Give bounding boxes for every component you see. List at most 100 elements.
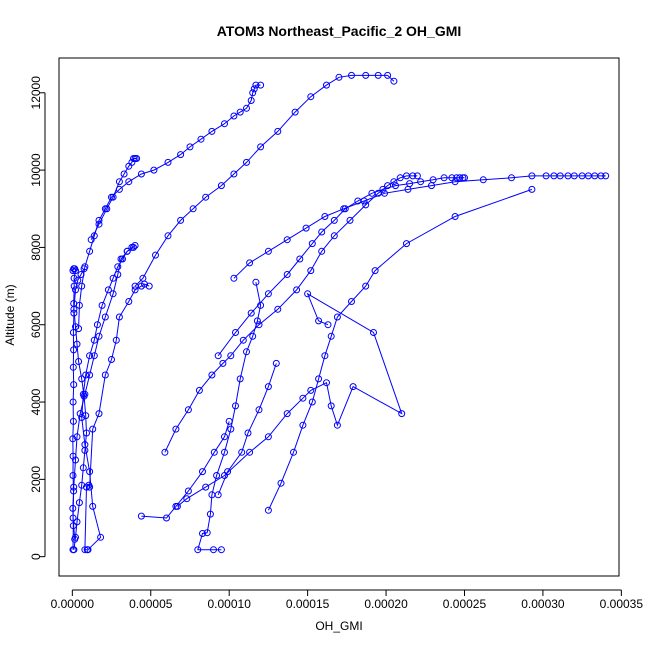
data-point: [333, 313, 341, 321]
series-7: [194, 278, 265, 554]
data-point: [264, 247, 272, 255]
data-point: [70, 483, 78, 491]
data-point: [131, 282, 139, 290]
data-point: [304, 290, 312, 298]
data-point: [272, 359, 280, 367]
data-point: [243, 348, 250, 356]
data-point: [392, 182, 399, 190]
data-point: [253, 317, 261, 325]
data-point: [244, 429, 252, 437]
data-point: [115, 185, 123, 193]
data-point: [125, 298, 133, 305]
data-point: [95, 332, 103, 340]
data-point: [264, 506, 272, 514]
data-point: [327, 332, 335, 340]
data-point: [257, 81, 265, 89]
data-point: [360, 197, 368, 205]
chart-title: ATOM3 Northeast_Pacific_2 OH_GMI: [217, 23, 462, 39]
data-point: [86, 483, 94, 491]
series-5: [81, 280, 153, 554]
data-point: [208, 371, 216, 379]
data-point: [72, 286, 79, 294]
data-point: [164, 232, 172, 240]
data-point: [197, 135, 205, 143]
data-point: [236, 375, 244, 383]
data-point: [299, 394, 307, 402]
data-point: [108, 193, 115, 201]
data-point: [456, 174, 464, 182]
data-point: [264, 433, 272, 441]
data-point: [131, 242, 139, 249]
data-point: [90, 232, 98, 240]
data-point: [250, 85, 258, 93]
data-point: [78, 481, 86, 489]
data-point: [451, 178, 459, 186]
data-point: [173, 502, 181, 510]
data-point: [114, 271, 122, 278]
data-point: [508, 174, 515, 182]
data-point: [264, 290, 272, 298]
y-tick-label: 4000: [29, 388, 43, 415]
data-point: [125, 178, 133, 186]
series-14: [230, 172, 610, 282]
data-point: [101, 313, 109, 321]
data-point: [238, 448, 246, 456]
x-axis-label: OH_GMI: [315, 619, 362, 633]
data-point: [227, 352, 235, 360]
data-point: [315, 375, 323, 383]
data-point: [210, 448, 218, 456]
data-point: [98, 301, 106, 309]
data-point: [246, 259, 254, 267]
data-point: [243, 158, 250, 166]
data-point: [86, 352, 94, 360]
data-point: [81, 390, 89, 398]
data-point: [217, 182, 225, 190]
data-point: [257, 143, 265, 151]
data-point: [213, 472, 221, 479]
data-point: [318, 247, 326, 255]
data-point: [333, 421, 341, 429]
data-point: [308, 398, 316, 406]
data-point: [73, 518, 81, 526]
data-point: [78, 375, 86, 383]
data-point: [246, 448, 254, 456]
data-point: [189, 205, 197, 213]
data-point: [283, 236, 291, 244]
data-point: [184, 487, 192, 495]
data-point: [255, 406, 263, 414]
data-point: [199, 530, 206, 537]
y-tick-label: 0: [29, 553, 43, 560]
data-point: [104, 286, 112, 294]
data-point: [370, 329, 377, 336]
data-point: [348, 71, 355, 79]
data-point: [236, 108, 244, 116]
data-point: [318, 228, 326, 236]
x-axis: 0.00000 0.00005 0.00010 0.00015 0.00020 0.000…: [51, 589, 643, 611]
data-point: [277, 479, 285, 487]
data-point: [78, 282, 86, 290]
data-point: [75, 358, 83, 365]
data-point: [112, 336, 120, 344]
series-11: [131, 71, 398, 290]
series-4: [69, 242, 139, 543]
plot-frame: [58, 57, 620, 577]
data-point: [374, 71, 382, 79]
data-point: [290, 448, 297, 456]
data-point: [264, 383, 272, 391]
data-point: [230, 170, 238, 178]
data-point: [330, 232, 338, 240]
data-point: [177, 216, 185, 224]
y-axis-label: Altitude (m): [3, 284, 17, 345]
data-point: [307, 386, 315, 394]
data-point: [101, 371, 109, 379]
data-point: [117, 255, 125, 263]
data-point: [398, 410, 406, 418]
data-point: [330, 216, 338, 224]
data-point: [349, 383, 357, 391]
data-point: [247, 97, 255, 104]
data-point: [232, 402, 239, 410]
data-point: [75, 301, 83, 309]
data-point: [221, 120, 228, 128]
data-point: [210, 546, 217, 554]
